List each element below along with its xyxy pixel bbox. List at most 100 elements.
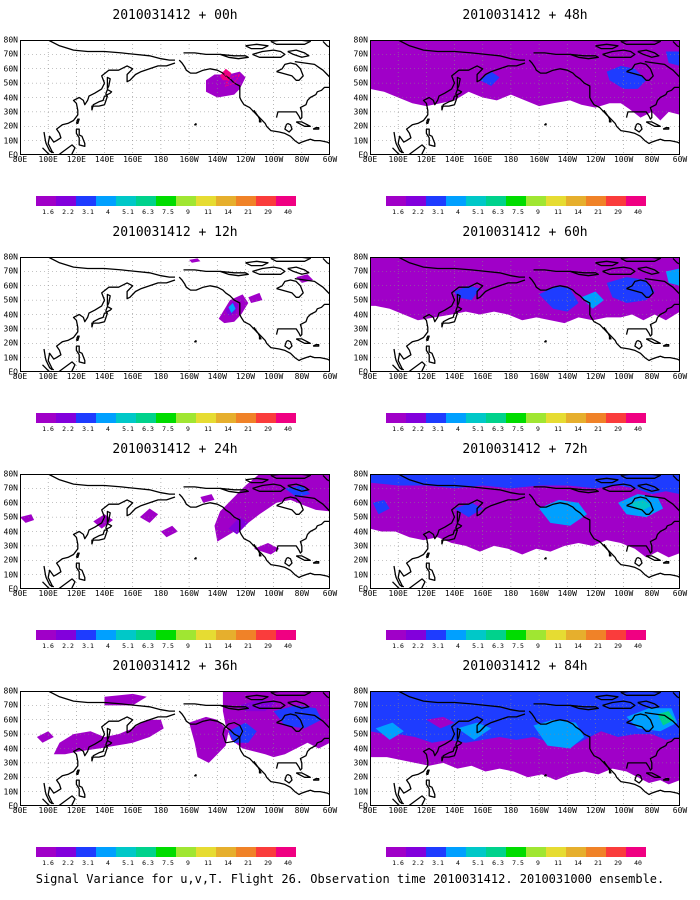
colorbar-label: 7.5 [162,425,174,433]
colorbar-swatch [526,196,546,206]
coastline [602,483,636,492]
panel-title: 2010031412 + 84h [462,659,588,674]
coastline [252,49,286,58]
lon-tick-label: 100W [613,806,634,815]
map-content [20,691,330,806]
coastline [245,477,269,484]
colorbar-label: 14 [224,642,232,650]
lon-tick-label: 100W [613,589,634,598]
variance-contour [398,63,438,86]
colorbar-label: 1.6 [392,642,404,650]
lon-tick-label: 80W [294,155,310,164]
map-frame [20,40,330,155]
colorbar-swatch [386,630,406,640]
lon-tick-label: 160E [473,806,493,815]
colorbar-swatch [56,413,76,423]
lat-tick-label: 10N [3,353,18,363]
colorbar-label: 4 [456,208,460,216]
colorbar-swatch [386,847,406,857]
colorbar-label: 7.5 [512,859,524,867]
lat-tick-label: 70N [353,49,368,59]
lon-tick-label: 140E [444,589,465,598]
coastline [528,276,680,362]
variance-contour [228,722,257,743]
colorbar-label: 40 [284,425,292,433]
colorbar-label: 5.1 [122,859,134,867]
coastline [603,110,612,123]
colorbar-label: 4 [106,425,110,433]
colorbar-swatch [486,196,506,206]
lon-tick-label: 120E [416,372,436,381]
colorbar-swatch [36,847,56,857]
colorbar [386,630,646,640]
coastline [47,691,175,712]
coastline [276,713,304,732]
lon-tick-label: 60W [672,806,688,815]
colorbar-swatch [606,413,626,423]
coastline [425,562,436,582]
lon-tick-label: 100E [38,155,58,164]
colorbar-swatch [96,847,116,857]
coastline [105,88,113,96]
coastline [533,703,571,707]
coastline [287,49,310,58]
coastline [312,561,320,564]
coastline [75,769,80,776]
coastline [42,364,52,372]
coastline [602,700,636,709]
lon-tick-label: 180 [153,806,169,815]
colorbar-label: 2.2 [412,642,424,650]
variance-contour [206,71,246,98]
colorbar-swatch [276,413,296,423]
lat-tick-label: 40N [353,310,368,319]
coastline [183,703,221,707]
coastline [284,556,293,567]
map-plot [370,40,680,155]
coastline [602,49,636,58]
colorbar-swatch [626,847,646,857]
coastline [106,293,111,307]
coastline [620,691,661,696]
panel-48h: 2010031412 + 48h 80N 70N 60N 50N 40N 30N 20N 10N… [350,0,700,216]
colorbar-label: 6.3 [492,642,504,650]
coastline [392,798,402,806]
colorbar-swatch [236,630,256,640]
coastline [637,49,660,58]
coastline [425,335,430,342]
lon-tick-label: 100W [263,806,284,815]
latitude-labels: 80N 70N 60N 50N 40N 30N 20N 10N EQ [0,470,20,594]
lon-tick-label: 80W [644,372,660,381]
coastline [425,769,430,776]
map-content [370,257,680,372]
lon-tick-label: 160W [179,372,199,381]
colorbar-label: 21 [594,642,602,650]
colorbar-swatch [256,630,276,640]
coastline [634,339,643,350]
coastline [284,773,293,784]
lat-tick-label: 10N [353,353,368,363]
map-plot [370,691,680,806]
lat-tick-label: 60N [353,64,368,74]
colorbar-swatch [276,196,296,206]
coastline [276,62,304,81]
colorbar-label: 6.3 [142,642,154,650]
lat-tick-label: 10N [3,136,18,146]
colorbar-swatch [406,630,426,640]
colorbar-swatch [96,413,116,423]
coastline [392,147,402,155]
colorbar-label: 9 [186,642,190,650]
coastline [455,88,463,96]
coastline [626,62,654,81]
colorbar-swatch [76,196,96,206]
variance-contour [372,499,390,515]
lat-tick-label: 30N [3,758,18,768]
map-frame [370,474,680,589]
coastline [392,581,402,589]
lat-tick-label: 80N [3,252,18,262]
colorbar-label: 5.1 [122,642,134,650]
lat-tick-label: 30N [353,758,368,768]
lon-tick-label: 120E [66,806,86,815]
variance-contour [665,268,680,286]
coastline [425,552,430,559]
lon-tick-label: 160E [123,806,143,815]
